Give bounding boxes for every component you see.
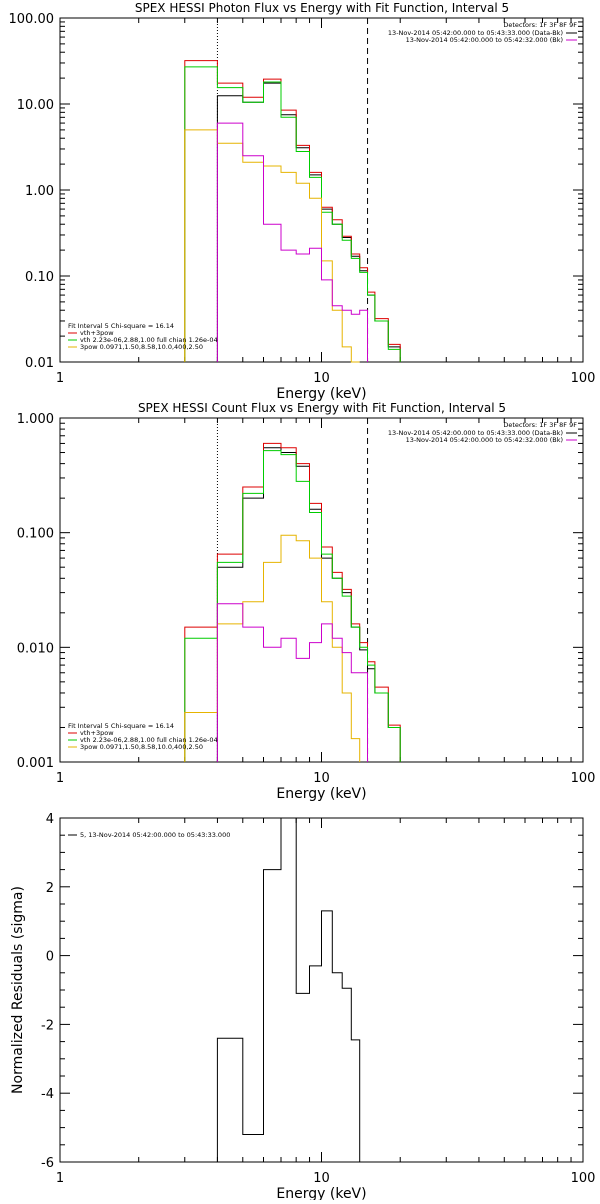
series-4-step-line <box>216 122 368 362</box>
x-tick-label: 1 <box>56 371 64 386</box>
x-tick-label: 100 <box>571 371 596 386</box>
legend-bottom-item: 3pow 0.0971,1.50,8.58,10.0,400,2.50 <box>80 743 203 751</box>
y-tick-label: 0.10 <box>25 270 54 285</box>
legend-bottom-item: vth+3pow <box>80 329 114 337</box>
legend-bottom-item: vth 2.23e-06,2.88,1.00 full chian 1.26e-… <box>80 336 218 344</box>
photon-flux-title: SPEX HESSI Photon Flux vs Energy with Fi… <box>135 1 509 15</box>
count-flux-panel: SPEX HESSI Count Flux vs Energy with Fit… <box>17 401 596 802</box>
y-tick-label: -4 <box>41 1087 54 1102</box>
plot-frame <box>59 817 584 1163</box>
y-tick-label: 10.00 <box>17 98 54 113</box>
x-tick-label: 1 <box>56 1171 64 1186</box>
legend-top-item: 13-Nov-2014 05:42:00.000 to 05:43:33.000… <box>388 29 563 37</box>
residuals-panel: Normalized Residuals (sigma) 1 10 100 -6 -4 -… <box>10 812 596 1202</box>
residuals-ylabel: Normalized Residuals (sigma) <box>10 886 26 1094</box>
legend-top-header: Detectors: 1F 3F 8F 9F <box>503 21 577 29</box>
x-axis-label: Energy (keV) <box>276 386 366 402</box>
photon-flux-panel: SPEX HESSI Photon Flux vs Energy with Fi… <box>9 1 596 402</box>
legend-item: 5, 13-Nov-2014 05:42:00.000 to 05:43:33.… <box>80 831 230 839</box>
y-tick-label: -2 <box>41 1018 54 1033</box>
legend-bottom-header: Fit Interval 5 Chi-square = 16.14 <box>68 322 174 330</box>
y-tick-label: 1.00 <box>25 184 54 199</box>
legend-bottom-item: 3pow 0.0971,1.50,8.58,10.0,400,2.50 <box>80 343 203 351</box>
count-flux-title: SPEX HESSI Count Flux vs Energy with Fit… <box>138 401 506 415</box>
series-3-step-line <box>184 534 361 762</box>
y-tick-label: 1.000 <box>17 412 54 427</box>
y-tick-label: 0.01 <box>25 356 54 371</box>
legend-top-header: Detectors: 1F 3F 8F 9F <box>503 421 577 429</box>
series-0-step-line <box>216 817 368 1163</box>
y-tick-label: 2 <box>46 881 54 896</box>
y-tick-label: 100.00 <box>9 12 55 27</box>
x-tick-label: 10 <box>313 371 330 386</box>
x-tick-label: 100 <box>571 1171 596 1186</box>
y-tick-label: -6 <box>41 1156 54 1171</box>
legend-bottom-header: Fit Interval 5 Chi-square = 16.14 <box>68 722 174 730</box>
x-axis-label: Energy (keV) <box>276 786 366 802</box>
legend-top-item: 13-Nov-2014 05:42:00.000 to 05:43:33.000… <box>388 429 563 437</box>
y-tick-label: 0 <box>46 950 54 965</box>
legend-top-item: 13-Nov-2014 05:42:00.000 to 05:42:32.000… <box>406 36 563 44</box>
series-4-step-line <box>216 603 368 762</box>
y-tick-label: 4 <box>46 812 54 827</box>
y-tick-label: 0.010 <box>17 641 54 656</box>
series-2-step-line <box>184 450 401 762</box>
legend-bottom-item: vth+3pow <box>80 729 114 737</box>
y-tick-label: 0.001 <box>17 756 54 771</box>
y-tick-label: 0.100 <box>17 527 54 542</box>
series-0-step-line <box>216 82 401 362</box>
series-2-step-line <box>184 66 401 362</box>
x-tick-label: 10 <box>313 1171 330 1186</box>
x-axis-label: Energy (keV) <box>276 1186 366 1200</box>
x-tick-label: 100 <box>571 771 596 786</box>
series-1-step-line <box>184 442 401 762</box>
series-1-step-line <box>184 60 401 362</box>
legend-top-item: 13-Nov-2014 05:42:00.000 to 05:42:32.000… <box>406 436 563 444</box>
series-0-step-line <box>216 447 401 762</box>
legend-bottom-item: vth 2.23e-06,2.88,1.00 full chian 1.26e-… <box>80 736 218 744</box>
x-tick-label: 1 <box>56 771 64 786</box>
x-tick-label: 10 <box>313 771 330 786</box>
series-3-step-line <box>184 129 360 363</box>
